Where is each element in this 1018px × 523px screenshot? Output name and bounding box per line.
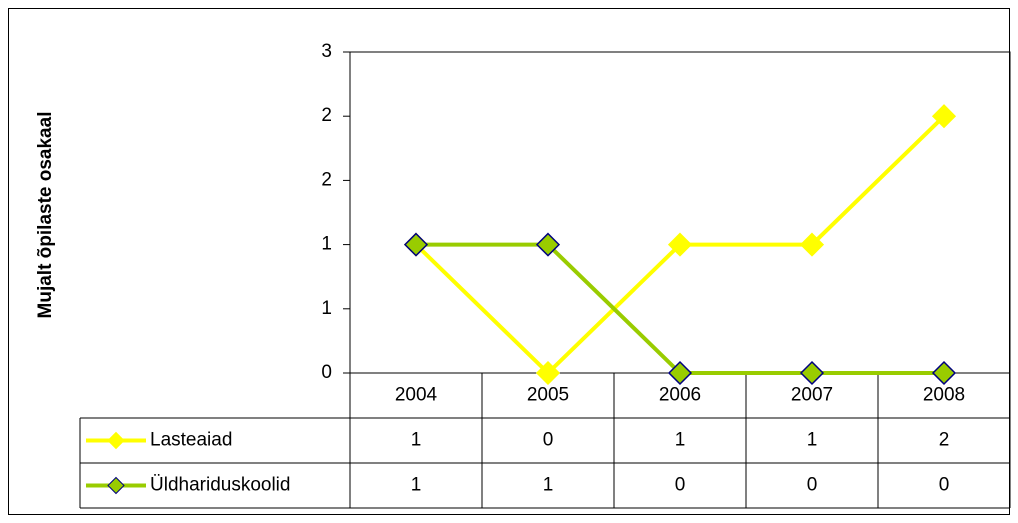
- legend-marker: [107, 476, 125, 495]
- legend-label: Üldhariduskoolid: [150, 475, 290, 496]
- marker: [799, 360, 825, 386]
- legend-label: Lasteaiad: [150, 430, 232, 451]
- y-tick-label: 2: [321, 105, 332, 126]
- y-tick-label: 3: [321, 41, 332, 62]
- y-tick-label: 0: [321, 362, 332, 383]
- y-tick-label: 2: [321, 169, 332, 190]
- x-tick-label: 2008: [923, 385, 965, 406]
- table-value: 1: [675, 430, 686, 451]
- marker: [535, 360, 561, 386]
- table-value: 2: [939, 430, 950, 451]
- table-value: 1: [411, 430, 422, 451]
- marker: [667, 360, 693, 386]
- marker: [931, 104, 957, 129]
- table-value: 1: [543, 475, 554, 496]
- marker: [799, 232, 825, 257]
- y-axis-label: Mujalt õpilaste osakaal: [35, 112, 56, 319]
- marker: [667, 232, 693, 257]
- x-tick-label: 2006: [659, 385, 701, 406]
- table-value: 1: [411, 475, 422, 496]
- x-tick-label: 2004: [395, 385, 438, 406]
- x-tick-label: 2005: [527, 385, 569, 406]
- x-tick-label: 2007: [791, 385, 833, 406]
- table-value: 0: [543, 430, 554, 451]
- table-value: 0: [675, 475, 686, 496]
- marker: [403, 232, 429, 257]
- marker: [931, 360, 957, 386]
- marker: [535, 232, 561, 257]
- table-value: 0: [807, 475, 818, 496]
- y-tick-label: 1: [321, 298, 332, 319]
- table-value: 0: [939, 475, 950, 496]
- y-tick-label: 1: [321, 234, 332, 255]
- chart-border: [8, 8, 1010, 515]
- legend-marker: [107, 431, 125, 450]
- table-value: 1: [807, 430, 818, 451]
